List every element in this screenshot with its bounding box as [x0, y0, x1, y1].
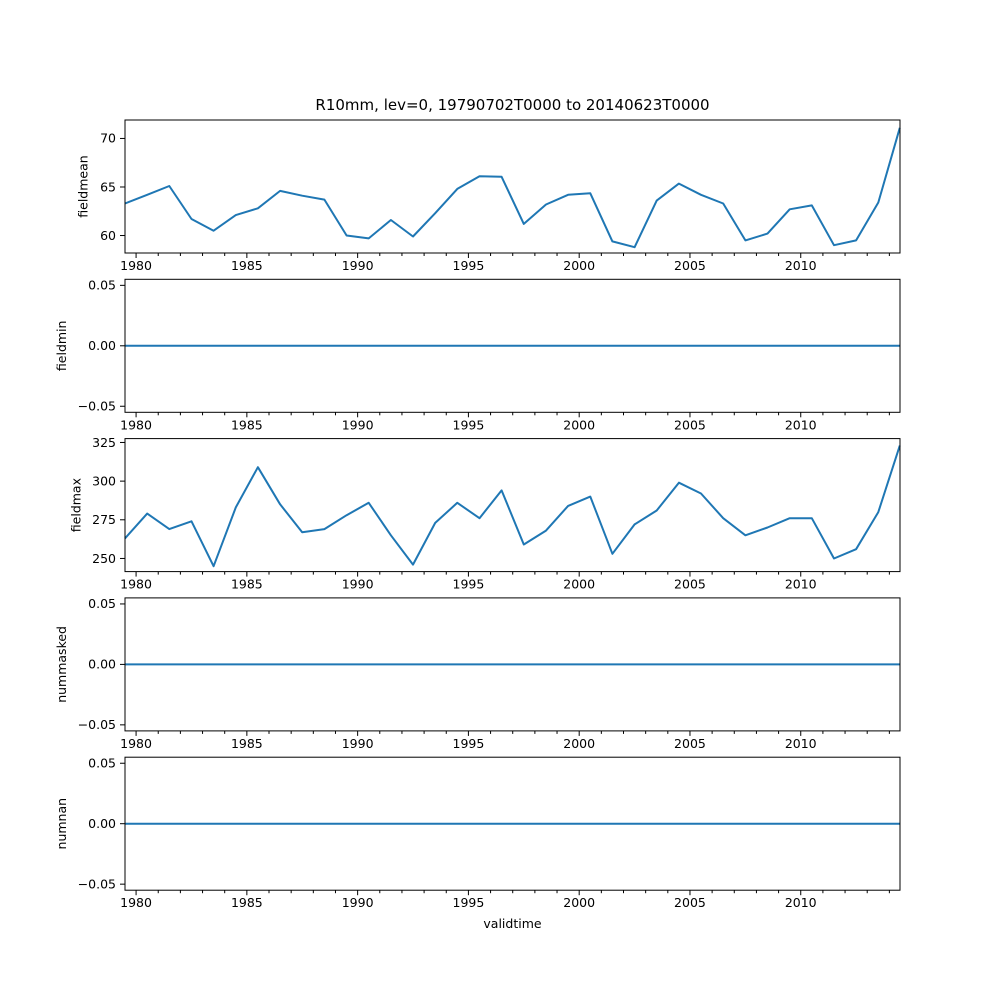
y-tick-label: 0.00 [88, 816, 116, 831]
y-tick-label: 275 [92, 512, 116, 527]
subplot-nummasked: 1980 1985 1990 1995 2000 2005 2010 −0.05 0.00 0.0… [54, 596, 901, 751]
y-tick-label: −0.05 [78, 399, 116, 414]
figure-title: R10mm, lev=0, 19790702T0000 to 20140623T… [315, 96, 710, 114]
x-tick-label: 1995 [453, 895, 485, 910]
x-tick-label: 1985 [231, 258, 263, 273]
axes-frame [124, 119, 901, 254]
x-tick-label: 1990 [342, 895, 374, 910]
y-tick-label: −0.05 [78, 717, 116, 732]
fieldmean-line [124, 127, 901, 249]
x-tick-label: 2010 [785, 736, 817, 751]
subplot-fieldmean: 1980 1985 1990 1995 2000 2005 2010 60 65 70 fieldm… [76, 119, 901, 273]
x-tick-label: 2010 [785, 258, 817, 273]
y-axis-label: fieldmin [54, 321, 69, 372]
x-tick-label: 1980 [120, 577, 152, 592]
x-tick-label: 1985 [231, 895, 263, 910]
x-tick-label: 2010 [785, 417, 817, 432]
y-tick-label: 250 [92, 551, 116, 566]
x-tick-label: 2010 [785, 577, 817, 592]
y-tick-label: 325 [92, 435, 116, 450]
x-tick-label: 1980 [120, 895, 152, 910]
x-axis-label: validtime [483, 916, 542, 931]
y-axis-label: nummasked [54, 626, 69, 703]
subplot-numnan: 1980 1985 1990 1995 2000 2005 2010 −0.05 0.00 0.0… [54, 756, 901, 910]
x-tick-label: 2000 [563, 895, 595, 910]
y-tick-label: 0.05 [88, 278, 116, 293]
x-tick-label: 2005 [674, 736, 706, 751]
axes-frame [124, 438, 901, 573]
x-tick-label: 2000 [563, 577, 595, 592]
x-tick-label: 1990 [342, 417, 374, 432]
x-tick-label: 1990 [342, 258, 374, 273]
x-tick-label: 2005 [674, 258, 706, 273]
subplot-fieldmin: 1980 1985 1990 1995 2000 2005 2010 −0.05 0.00 0.0… [54, 278, 901, 432]
x-tick-label: 1985 [231, 577, 263, 592]
y-axis-label: fieldmax [68, 478, 83, 532]
x-tick-label: 1980 [120, 258, 152, 273]
subplot-fieldmax: 1980 1985 1990 1995 2000 2005 2010 250 275 300 325… [68, 435, 901, 592]
x-tick-label: 1980 [120, 736, 152, 751]
x-tick-label: 2000 [563, 417, 595, 432]
x-tick-label: 2005 [674, 577, 706, 592]
y-tick-label: 300 [92, 473, 116, 488]
y-tick-label: 0.00 [88, 338, 116, 353]
x-tick-label: 1995 [453, 258, 485, 273]
y-tick-label: 60 [100, 228, 116, 243]
y-tick-label: 0.05 [88, 596, 116, 611]
x-tick-label: 1995 [453, 417, 485, 432]
y-tick-label: 70 [100, 131, 116, 146]
y-axis-label: numnan [54, 798, 69, 850]
fieldmax-line [124, 445, 901, 568]
y-tick-label: 0.05 [88, 756, 116, 771]
x-tick-label: 1995 [453, 736, 485, 751]
x-tick-label: 1995 [453, 577, 485, 592]
x-tick-label: 2005 [674, 895, 706, 910]
x-tick-label: 2010 [785, 895, 817, 910]
y-tick-label: 0.00 [88, 657, 116, 672]
x-tick-label: 1990 [342, 577, 374, 592]
y-tick-label: −0.05 [78, 876, 116, 891]
x-tick-label: 1990 [342, 736, 374, 751]
x-tick-label: 2005 [674, 417, 706, 432]
x-tick-label: 1985 [231, 736, 263, 751]
x-tick-label: 2000 [563, 258, 595, 273]
y-tick-label: 65 [100, 179, 116, 194]
x-tick-label: 1985 [231, 417, 263, 432]
x-tick-label: 1980 [120, 417, 152, 432]
x-tick-label: 2000 [563, 736, 595, 751]
y-axis-label: fieldmean [76, 155, 91, 217]
